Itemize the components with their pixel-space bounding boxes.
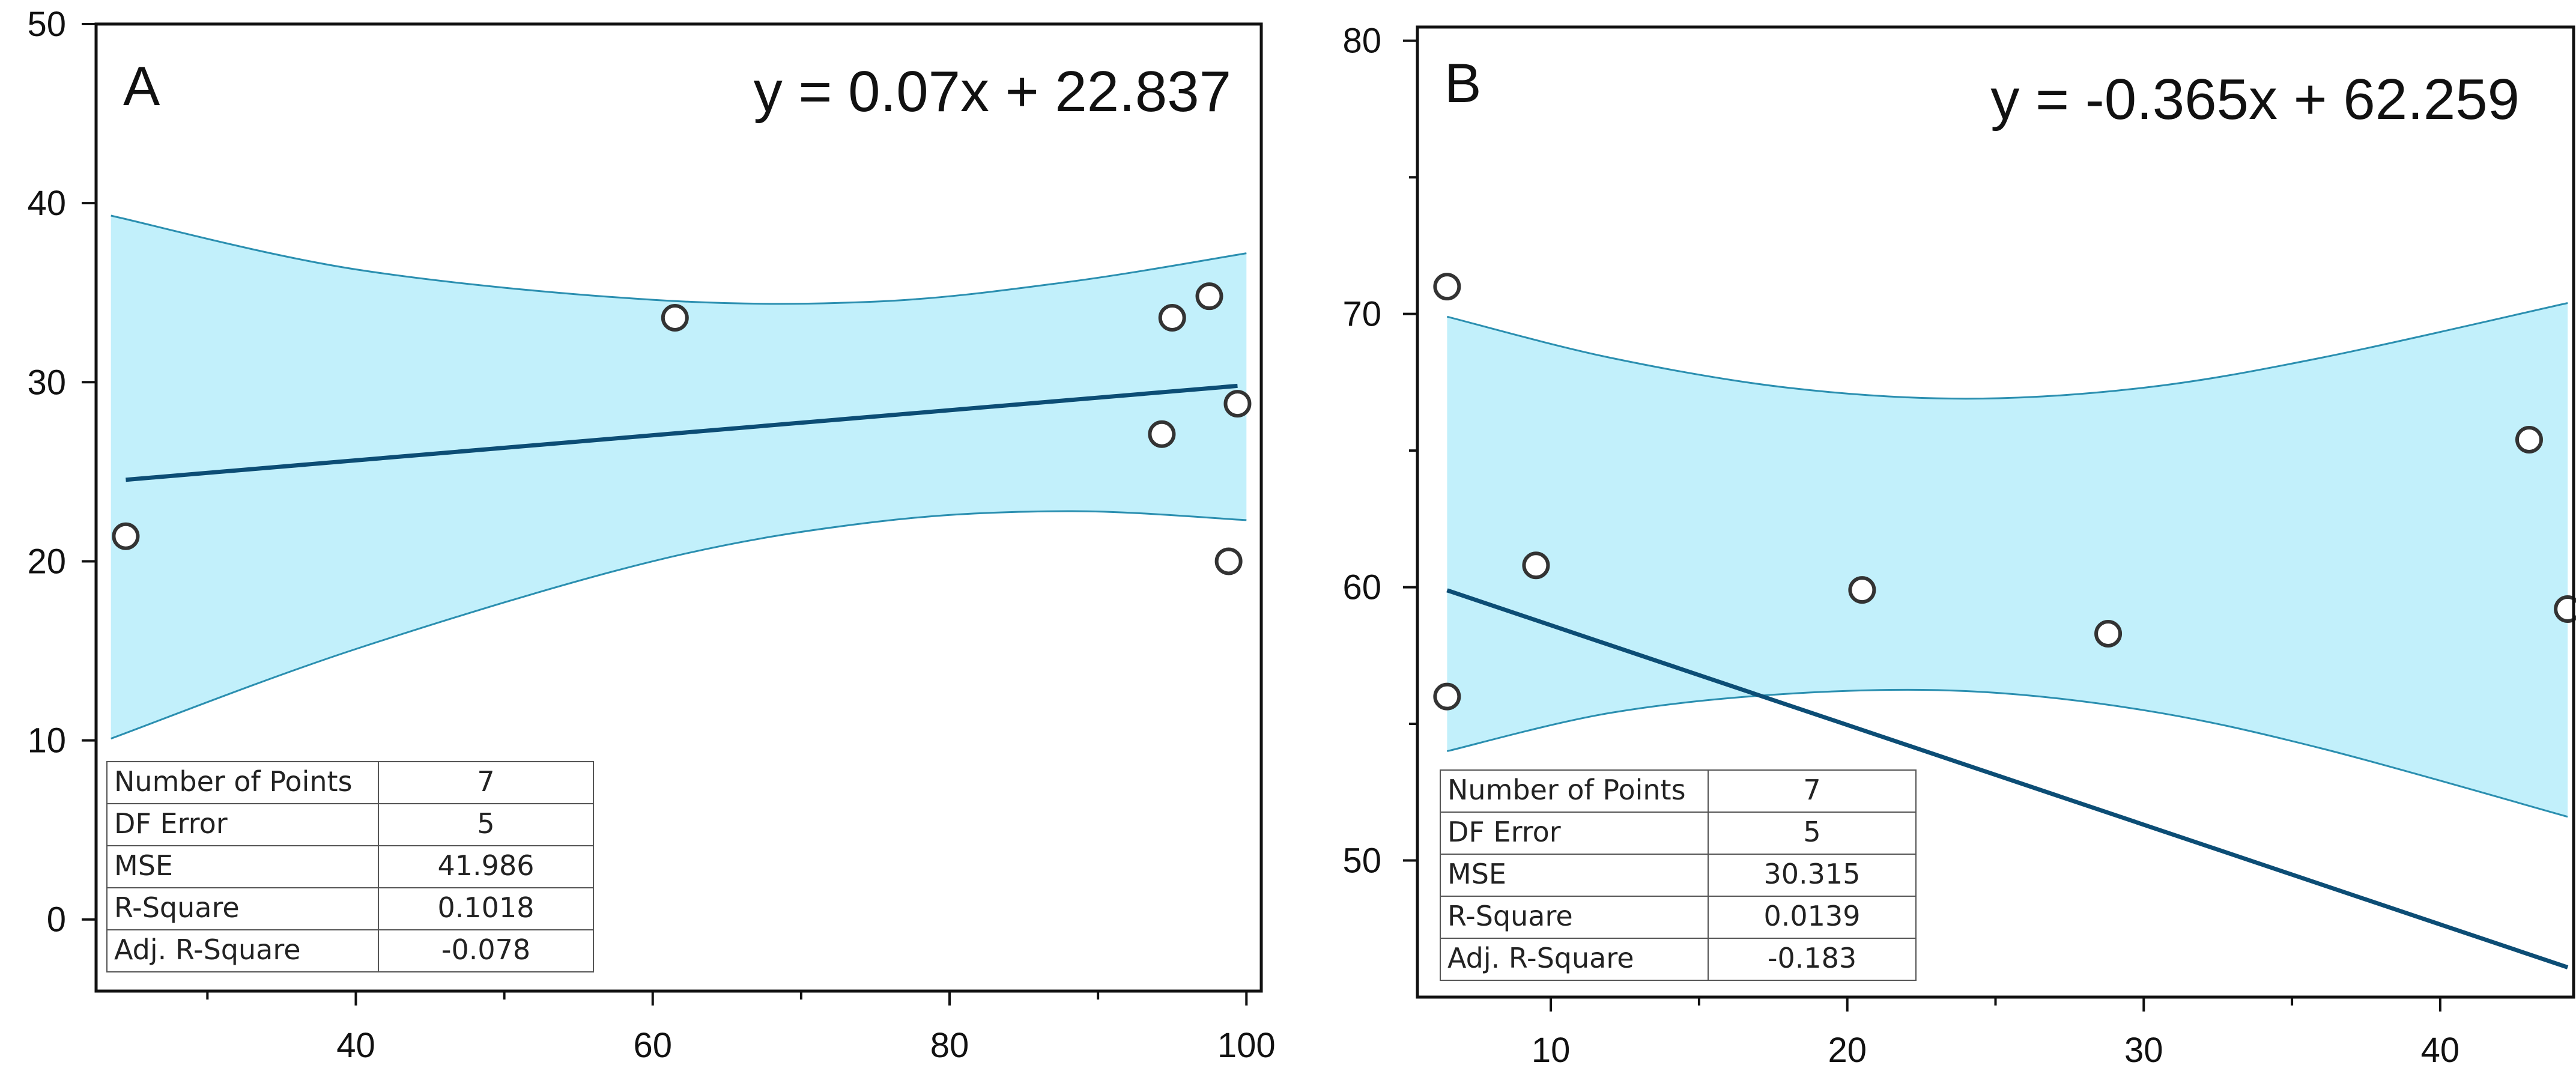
panel-b-data-point xyxy=(2515,425,2543,454)
panel-a-axes-frame xyxy=(94,22,1263,993)
panel-a-stats-table: Number of Points 7 DF Error 5 MSE 41.986 R-Squ… xyxy=(106,761,594,972)
panel-a-band-lower-edge xyxy=(111,510,1247,740)
panel-a-data-point xyxy=(1223,390,1252,418)
panel-a: 0 10 20 30 40 50 40 60 80 100 A y = 0.07x + 22.83… xyxy=(27,5,1275,1065)
panel-a-stats-table-border xyxy=(106,761,594,972)
panel-a-x-tick-label: 100 xyxy=(1217,1026,1276,1065)
panel-b-y-tick-label: 60 xyxy=(1342,568,1381,607)
panel-b-fit-layer xyxy=(1446,588,2569,969)
panel-a-stats-value: 41.986 xyxy=(438,849,535,882)
panel-a-stats-label: R-Square xyxy=(114,891,240,924)
panel-b-data-point xyxy=(2554,595,2576,623)
panel-b-band-upper-edge xyxy=(1447,302,2568,400)
panel-a-confidence-band-layer xyxy=(111,214,1247,740)
panel-a-data-point xyxy=(1195,282,1223,311)
panel-a-data-point xyxy=(661,303,689,332)
panel-b-stats-label: Number of Points xyxy=(1447,774,1686,806)
panel-b-confidence-band xyxy=(1447,303,2568,817)
panel-b-y-tick-label: 50 xyxy=(1342,842,1381,881)
panel-b-data-point xyxy=(1433,682,1461,711)
panel-b-stats-label: R-Square xyxy=(1447,900,1573,932)
panel-b-stats-table-border xyxy=(1440,769,1917,981)
panel-a-confidence-band xyxy=(111,216,1247,739)
panel-a-y-tick-label: 40 xyxy=(27,184,66,223)
panel-a-x-tick-label: 60 xyxy=(633,1026,672,1065)
panel-b-y-tick-label: 80 xyxy=(1342,22,1381,61)
panel-b-stats-label: MSE xyxy=(1447,858,1506,890)
panel-b-axes-layer: 50 60 70 80 10 20 30 40 xyxy=(1342,22,2575,1070)
panel-a-stats-value: -0.078 xyxy=(441,933,530,966)
panel-b-stats-table: Number of Points 7 DF Error 5 MSE 30.315 R-Squ… xyxy=(1440,769,1917,981)
panel-a-stats-label: Number of Points xyxy=(114,765,353,798)
panel-a-equation: y = 0.07x + 22.837 xyxy=(754,59,1231,124)
panel-a-x-tick-label: 40 xyxy=(336,1026,375,1065)
panel-b-equation: y = -0.365x + 62.259 xyxy=(1990,67,2520,132)
panel-a-stats-value: 7 xyxy=(477,765,494,798)
panel-b-points-layer xyxy=(1433,273,2576,711)
panel-b-data-point xyxy=(1848,576,1876,604)
panel-b-data-point xyxy=(2094,619,2123,648)
panel-b-letter: B xyxy=(1444,53,1481,114)
panel-a-stats-value: 0.1018 xyxy=(438,891,535,924)
panel-b-confidence-band-layer xyxy=(1447,302,2568,818)
panel-a-y-tick-label: 50 xyxy=(27,5,66,44)
panel-b-x-tick-label: 10 xyxy=(1532,1031,1571,1070)
panel-a-stats-value: 5 xyxy=(477,807,494,840)
panel-a-y-tick-label: 20 xyxy=(27,542,66,581)
panel-a-data-point xyxy=(1148,420,1176,448)
panel-a-y-tick-label: 30 xyxy=(27,363,66,402)
panel-b-stats-label: Adj. R-Square xyxy=(1447,942,1634,974)
panel-b-stats-value: -0.183 xyxy=(1768,942,1856,974)
panel-b-y-tick-label: 70 xyxy=(1342,295,1381,334)
panel-a-fit-layer xyxy=(126,383,1238,482)
panel-a-band-upper-edge xyxy=(111,214,1247,305)
panel-a-stats-label: MSE xyxy=(114,849,173,882)
panel-a-data-point xyxy=(1214,547,1243,575)
panel-b-x-tick-label: 20 xyxy=(1828,1031,1867,1070)
panel-b-stats-value: 5 xyxy=(1803,816,1820,848)
panel-a-stats-label: DF Error xyxy=(114,807,228,840)
panel-b-stats-value: 0.0139 xyxy=(1764,900,1861,932)
panel-a-points-layer xyxy=(112,282,1252,575)
panel-b-fit-line xyxy=(1446,588,2569,969)
panel-b-stats-value: 7 xyxy=(1803,774,1820,806)
panel-a-x-tick-label: 80 xyxy=(930,1026,969,1065)
panel-a-y-tick-label: 10 xyxy=(27,721,66,760)
panel-b-band-lower-edge xyxy=(1447,688,2568,818)
panel-b-x-tick-label: 30 xyxy=(2124,1031,2163,1070)
panel-b-stats-label: DF Error xyxy=(1447,816,1561,848)
panel-a-stats-label: Adj. R-Square xyxy=(114,933,301,966)
panel-a-y-tick-label: 0 xyxy=(47,900,66,939)
panel-b-data-point xyxy=(1522,551,1550,580)
panel-b-data-point xyxy=(1433,273,1461,301)
panel-a-data-point xyxy=(112,522,140,550)
panel-a-fit-line xyxy=(126,383,1238,482)
panel-a-axes-layer: 0 10 20 30 40 50 40 60 80 100 xyxy=(27,5,1275,1065)
panel-a-data-point xyxy=(1158,303,1186,332)
panel-b-stats-value: 30.315 xyxy=(1764,858,1861,890)
panel-b-x-tick-label: 40 xyxy=(2421,1031,2460,1070)
panel-a-letter: A xyxy=(123,56,160,117)
